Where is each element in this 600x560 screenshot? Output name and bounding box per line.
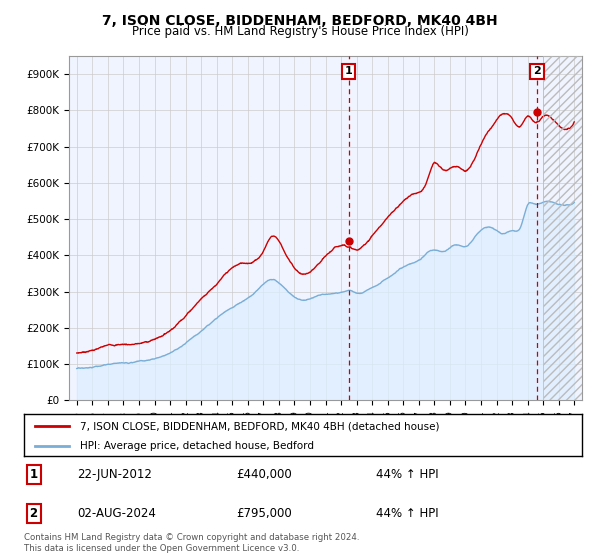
Text: 22-JUN-2012: 22-JUN-2012 bbox=[77, 468, 152, 481]
Text: 44% ↑ HPI: 44% ↑ HPI bbox=[376, 507, 438, 520]
Text: Contains HM Land Registry data © Crown copyright and database right 2024.
This d: Contains HM Land Registry data © Crown c… bbox=[24, 533, 359, 553]
Text: 7, ISON CLOSE, BIDDENHAM, BEDFORD, MK40 4BH (detached house): 7, ISON CLOSE, BIDDENHAM, BEDFORD, MK40 … bbox=[80, 421, 439, 431]
Text: 1: 1 bbox=[345, 67, 353, 77]
Text: 7, ISON CLOSE, BIDDENHAM, BEDFORD, MK40 4BH: 7, ISON CLOSE, BIDDENHAM, BEDFORD, MK40 … bbox=[102, 14, 498, 28]
Text: 02-AUG-2024: 02-AUG-2024 bbox=[77, 507, 156, 520]
Text: HPI: Average price, detached house, Bedford: HPI: Average price, detached house, Bedf… bbox=[80, 441, 314, 451]
Text: £795,000: £795,000 bbox=[236, 507, 292, 520]
Text: £440,000: £440,000 bbox=[236, 468, 292, 481]
Text: 1: 1 bbox=[29, 468, 38, 481]
Text: 44% ↑ HPI: 44% ↑ HPI bbox=[376, 468, 438, 481]
Text: 2: 2 bbox=[29, 507, 38, 520]
Text: 2: 2 bbox=[533, 67, 541, 77]
Text: Price paid vs. HM Land Registry's House Price Index (HPI): Price paid vs. HM Land Registry's House … bbox=[131, 25, 469, 38]
